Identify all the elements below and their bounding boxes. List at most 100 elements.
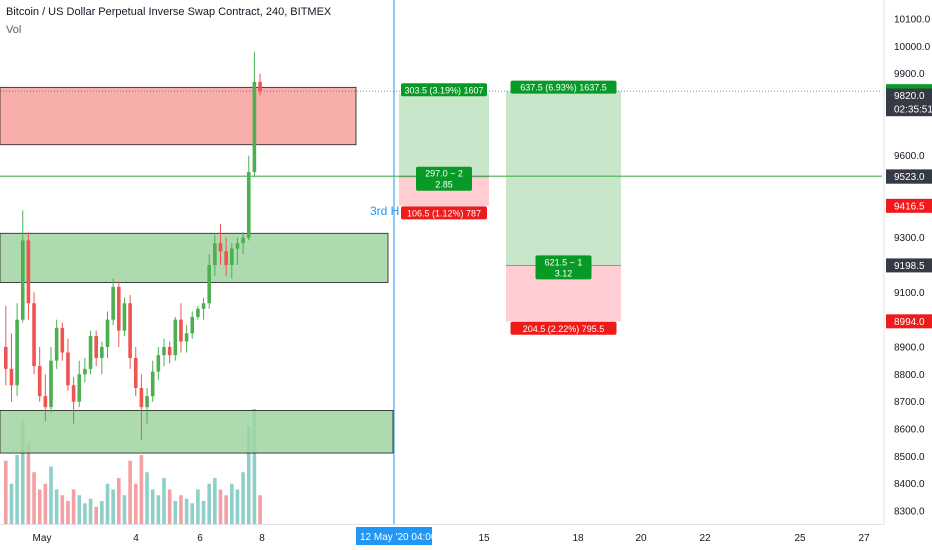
crosshair-time-label: 12 May '20 04:00 <box>360 532 437 543</box>
stop-label: 106.5 (1.12%) 787 <box>407 208 481 218</box>
candle-body <box>139 388 144 408</box>
price-tick-label: 9300.0 <box>894 233 925 244</box>
candlesticks <box>4 51 262 440</box>
price-badge <box>886 314 932 329</box>
target-label: 303.5 (3.19%) 1607 <box>404 85 483 95</box>
price-badge-label: 8994.0 <box>894 317 925 328</box>
candle-body <box>258 81 262 92</box>
volume-bar <box>4 460 8 524</box>
volume-bar <box>88 498 93 524</box>
volume-bar <box>49 466 53 524</box>
candle-body <box>88 336 93 369</box>
candle-body <box>201 303 206 309</box>
volume-bar <box>122 495 127 524</box>
candle-body <box>207 265 211 304</box>
volume-bar <box>184 498 189 524</box>
risk-reward-label: 3.12 <box>555 268 573 278</box>
demand-zone[interactable] <box>0 232 389 283</box>
time-tick-label: 27 <box>858 533 870 544</box>
candle-body <box>145 396 149 408</box>
candle-body <box>94 336 98 358</box>
candle-body <box>26 240 31 304</box>
target-label: 637.5 (6.93%) 1637.5 <box>520 83 607 93</box>
long-position-profit-area[interactable] <box>506 91 621 266</box>
volume-bar <box>150 489 155 524</box>
volume-indicator-label[interactable]: Vol <box>6 24 22 36</box>
price-tick-label: 10100.0 <box>894 15 931 26</box>
volume-bar <box>83 503 87 524</box>
volume-bar <box>117 478 121 524</box>
time-tick-label: 4 <box>133 533 139 544</box>
candle-body <box>218 243 223 252</box>
candle-body <box>105 319 110 347</box>
candle-body <box>213 243 217 265</box>
time-tick-label: 25 <box>794 533 806 544</box>
time-tick-label: 20 <box>635 533 647 544</box>
candle-body <box>241 237 245 244</box>
candle-body <box>128 303 132 358</box>
volume-bars <box>4 409 262 524</box>
support-resistance-zones <box>0 86 394 454</box>
candle-body <box>9 368 14 386</box>
annotation-text[interactable]: 3rd H <box>370 204 399 218</box>
volume-bar <box>71 489 76 524</box>
price-tick-label: 8600.0 <box>894 425 925 436</box>
price-tick-label: 9100.0 <box>894 288 925 299</box>
supply-zone[interactable] <box>0 86 357 146</box>
candle-body <box>156 355 161 372</box>
price-tick-label: 8500.0 <box>894 452 925 463</box>
price-tick-label: 9600.0 <box>894 151 925 162</box>
demand-zone[interactable] <box>0 410 394 454</box>
candle-body <box>4 347 8 369</box>
volume-bar <box>15 455 19 524</box>
volume-bar <box>54 489 59 524</box>
candle-body <box>150 371 155 397</box>
chart-title: Bitcoin / US Dollar Perpetual Inverse Sw… <box>6 6 332 18</box>
risk-reward-label: 2.85 <box>435 180 453 190</box>
candle-body <box>20 240 25 320</box>
candle-body <box>230 248 234 265</box>
candle-body <box>252 81 257 173</box>
stop-label-bg <box>401 206 487 220</box>
price-badge-label: 9820.0 <box>894 91 925 102</box>
price-badge-label: 02:35:51 <box>894 105 932 116</box>
volume-bar <box>145 472 149 524</box>
time-axis: May 4 6 8 15 18 20 22 25 27 12 May '20 04:00 <box>0 524 884 545</box>
price-tick-label: 8400.0 <box>894 479 925 490</box>
price-badge <box>886 169 932 184</box>
risk-reward-label: 621.5 ~ 1 <box>545 257 583 267</box>
price-tick-label: 10000.0 <box>894 42 931 53</box>
volume-bar <box>190 503 195 524</box>
volume-bar <box>235 489 240 524</box>
volume-bar <box>133 483 138 524</box>
time-tick-label: 22 <box>699 533 711 544</box>
price-tick-label: 8900.0 <box>894 343 925 354</box>
price-badge <box>886 198 932 213</box>
price-badge <box>886 88 932 103</box>
volume-bar <box>196 489 200 524</box>
candle-body <box>37 366 42 397</box>
price-tick-label: 8300.0 <box>894 507 925 518</box>
candle-body <box>15 319 19 386</box>
candle-body <box>32 303 36 367</box>
time-tick-label: May <box>33 533 52 544</box>
candle-body <box>60 327 65 353</box>
price-tick-label: 9900.0 <box>894 69 925 80</box>
price-badge-label: 9198.5 <box>894 261 925 272</box>
stop-label-bg <box>510 321 617 335</box>
price-badge-label: 9523.0 <box>894 172 925 183</box>
candle-body <box>49 360 53 408</box>
volume-bar <box>179 495 183 524</box>
price-tick-label: 8700.0 <box>894 397 925 408</box>
candle-body <box>133 357 138 388</box>
candle-body <box>71 385 76 402</box>
long-position-profit-area[interactable] <box>399 93 489 177</box>
volume-bar <box>111 489 115 524</box>
volume-bar <box>241 472 245 524</box>
volume-bar <box>100 501 104 524</box>
volume-bar <box>252 409 257 524</box>
price-axis: 10100.0 10000.0 9900.0 9600.0 9300.0 9100.0 89… <box>883 0 932 524</box>
time-tick-label: 8 <box>259 533 265 544</box>
volume-bar <box>26 443 31 524</box>
